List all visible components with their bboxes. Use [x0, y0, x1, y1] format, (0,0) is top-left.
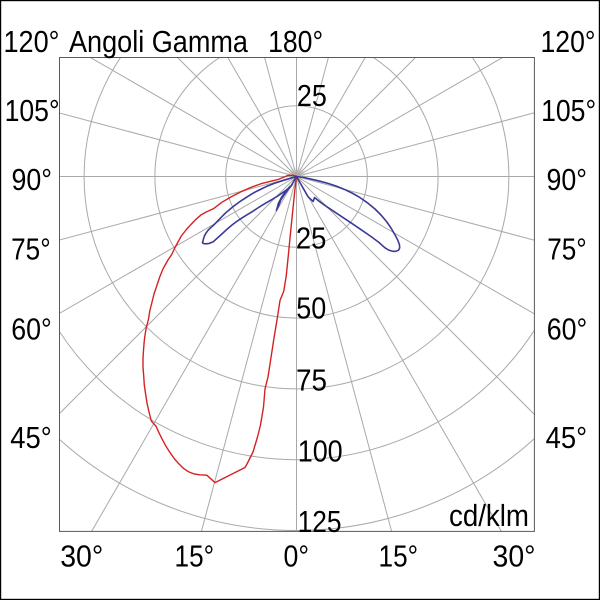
svg-text:15°: 15°: [379, 540, 419, 574]
svg-text:120°: 120°: [541, 25, 596, 59]
svg-text:90°: 90°: [547, 163, 588, 197]
svg-text:75: 75: [296, 364, 327, 398]
svg-text:125: 125: [298, 505, 342, 539]
svg-text:25: 25: [296, 222, 327, 256]
svg-text:0°: 0°: [284, 540, 310, 574]
svg-text:105°: 105°: [541, 94, 596, 128]
svg-text:45°: 45°: [546, 421, 588, 455]
svg-text:60°: 60°: [11, 312, 52, 346]
svg-text:45°: 45°: [10, 421, 52, 455]
svg-text:75°: 75°: [11, 232, 51, 266]
svg-text:50: 50: [296, 292, 326, 326]
svg-text:15°: 15°: [175, 540, 215, 574]
svg-text:100: 100: [298, 435, 343, 469]
svg-text:180°: 180°: [268, 25, 323, 59]
svg-text:Angoli Gamma: Angoli Gamma: [69, 25, 248, 59]
svg-text:90°: 90°: [12, 163, 53, 197]
svg-text:30°: 30°: [60, 540, 103, 574]
svg-text:75°: 75°: [547, 232, 587, 266]
svg-text:60°: 60°: [547, 312, 588, 346]
svg-text:cd/klm: cd/klm: [449, 499, 529, 533]
svg-text:30°: 30°: [493, 540, 536, 574]
svg-text:120°: 120°: [4, 25, 60, 59]
svg-text:25: 25: [297, 79, 327, 113]
svg-text:105°: 105°: [5, 94, 60, 128]
